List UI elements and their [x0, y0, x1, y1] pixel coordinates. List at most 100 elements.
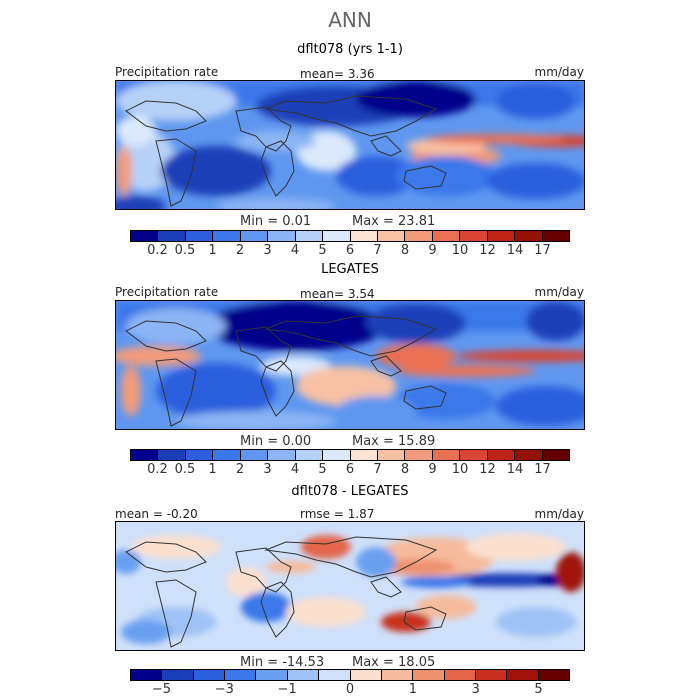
colorbar-tick-label: 1: [208, 462, 217, 477]
colorbar-tick-label: 6: [345, 462, 355, 477]
colorbar-tick-label: 0.5: [174, 462, 196, 477]
colorbar-tick-label: 1: [208, 243, 217, 258]
colorbar-tick-label: 12: [479, 462, 496, 477]
colorbar-tick-label: 2: [235, 462, 245, 477]
panel2-variable-label: Precipitation rate: [115, 285, 219, 299]
colorbar-swatch: [162, 670, 194, 680]
panel2-max-label: Max = 15.89: [352, 434, 436, 449]
panel1-map: [115, 80, 585, 210]
colorbar-tick-label: 3: [471, 682, 480, 697]
colorbar-tick-label: 14: [506, 462, 524, 477]
colorbar-swatch: [256, 670, 288, 680]
panel1-mean-label: mean= 3.36: [300, 67, 375, 81]
panel2-map: [115, 300, 585, 430]
colorbar-tick-label: 9: [428, 462, 437, 477]
panel1-max-label: Max = 23.81: [352, 214, 436, 229]
panel3-title: dflt078 - LEGATES: [291, 484, 409, 499]
colorbar-swatch: [350, 231, 378, 241]
colorbar-swatch: [323, 231, 351, 241]
colorbar-tick-label: 5: [534, 682, 543, 697]
colorbar-tick-label: 7: [373, 243, 382, 258]
colorbar-swatch: [432, 450, 461, 460]
colorbar-tick-label: 0: [345, 682, 355, 697]
colorbar-swatch: [475, 670, 508, 680]
colorbar-swatch: [193, 670, 226, 680]
colorbar-swatch: [542, 231, 569, 241]
colorbar-tick-label: 5: [318, 243, 327, 258]
colorbar-tick-label: 7: [373, 462, 382, 477]
colorbar-swatch: [240, 450, 269, 460]
colorbar-tick-label: 1: [408, 682, 417, 697]
colorbar-tick-label: 8: [400, 243, 410, 258]
colorbar-swatch: [381, 670, 414, 680]
colorbar-tick-label: −1: [277, 682, 297, 697]
panel1-colorbar-ticks: 0.2 0.5 1 2 3 4 5 6 7 8 9 10 12 14 17: [0, 243, 700, 259]
colorbar-swatch: [377, 231, 406, 241]
colorbar-tick-label: 9: [428, 243, 437, 258]
colorbar-swatch: [295, 231, 324, 241]
colorbar-swatch: [213, 231, 241, 241]
colorbar-swatch: [444, 670, 476, 680]
colorbar-tick-label: 5: [318, 462, 327, 477]
colorbar-tick-label: 17: [534, 243, 551, 258]
colorbar-swatch: [131, 670, 163, 680]
panel3-map-field: [116, 522, 584, 650]
colorbar-swatch: [319, 670, 351, 680]
colorbar-tick-label: 3: [263, 243, 272, 258]
colorbar-swatch: [185, 450, 214, 460]
panel3-units-label: mm/day: [534, 507, 585, 521]
panel2-title: LEGATES: [321, 262, 379, 277]
panel2-colorbar-ticks: 0.2 0.5 1 2 3 4 5 6 7 8 9 10 12 14 17: [0, 462, 700, 478]
panel1-min-label: Min = 0.01: [240, 214, 312, 229]
panel2-mean-label: mean= 3.54: [300, 287, 375, 301]
colorbar-swatch: [240, 231, 269, 241]
colorbar-swatch: [131, 231, 159, 241]
colorbar-tick-label: 17: [534, 462, 551, 477]
panel1-map-field: [116, 81, 584, 209]
colorbar-swatch: [542, 450, 569, 460]
colorbar-swatch: [432, 231, 461, 241]
colorbar-swatch: [185, 231, 214, 241]
colorbar-tick-label: 0.5: [174, 243, 196, 258]
colorbar-tick-label: 4: [290, 462, 300, 477]
colorbar-swatch: [287, 670, 320, 680]
colorbar-swatch: [268, 231, 296, 241]
colorbar-tick-label: 10: [451, 243, 469, 258]
panel3-map: [115, 521, 585, 651]
colorbar-tick-label: 10: [451, 462, 469, 477]
panel2-colorbar: [130, 449, 570, 461]
panel3-min-label: Min = -14.53: [240, 655, 325, 670]
colorbar-tick-label: 14: [506, 243, 524, 258]
colorbar-tick-label: −3: [214, 682, 234, 697]
colorbar-swatch: [323, 450, 351, 460]
panel3-mean-label: mean = -0.20: [115, 507, 198, 521]
figure-title: ANN: [328, 8, 372, 32]
colorbar-swatch: [377, 450, 406, 460]
colorbar-tick-label: 2: [235, 243, 245, 258]
colorbar-tick-label: 3: [263, 462, 272, 477]
colorbar-swatch: [405, 231, 433, 241]
colorbar-tick-label: 4: [290, 243, 300, 258]
colorbar-tick-label: −5: [151, 682, 172, 697]
colorbar-tick-label: 0.2: [147, 243, 168, 258]
colorbar-swatch: [405, 450, 433, 460]
colorbar-swatch: [515, 231, 543, 241]
colorbar-swatch: [487, 450, 516, 460]
colorbar-swatch: [487, 231, 516, 241]
panel1-title: dflt078 (yrs 1-1): [297, 42, 403, 57]
colorbar-swatch: [225, 670, 257, 680]
colorbar-swatch: [295, 450, 324, 460]
panel2-min-label: Min = 0.00: [240, 434, 312, 449]
panel2-map-field: [116, 301, 584, 429]
panel1-variable-label: Precipitation rate: [115, 65, 219, 79]
panel3-colorbar-ticks: −5 −3 −1 0 1 3 5: [0, 682, 700, 698]
panel1-colorbar: [130, 230, 570, 242]
colorbar-swatch: [413, 670, 445, 680]
colorbar-swatch: [515, 450, 543, 460]
panel2-units-label: mm/day: [534, 285, 585, 299]
colorbar-swatch: [350, 450, 378, 460]
colorbar-swatch: [158, 231, 186, 241]
colorbar-tick-label: 0.2: [147, 462, 168, 477]
colorbar-swatch: [350, 670, 382, 680]
colorbar-swatch: [213, 450, 241, 460]
